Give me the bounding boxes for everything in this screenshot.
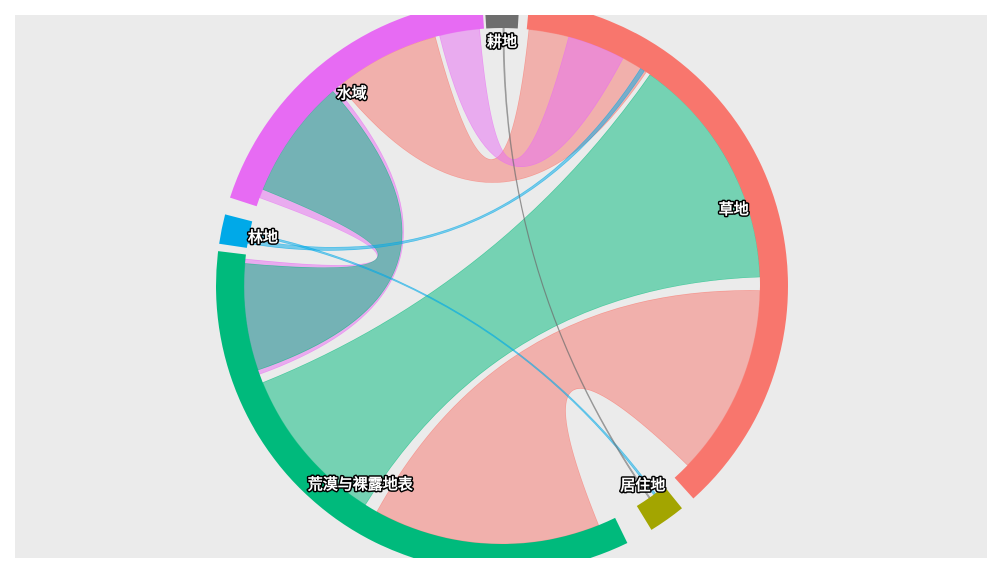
arc-group-2 — [636, 486, 682, 530]
label-group-1: 草地 — [719, 200, 749, 218]
label-group-5: 水域 — [337, 84, 367, 102]
label-group-3: 荒漠与裸露地表 — [308, 475, 414, 493]
label-group-2: 居住地 — [620, 476, 665, 494]
label-group-0: 耕地 — [487, 33, 517, 51]
arc-group-1 — [526, 15, 788, 499]
arc-group-5 — [229, 15, 485, 207]
arc-group-0 — [485, 15, 519, 29]
arc-group-4 — [219, 214, 253, 248]
label-group-4: 林地 — [248, 228, 278, 246]
arc-group-3 — [216, 251, 628, 558]
chart-area: 耕地草地居住地 荒漠与裸露地表 林地 水域 — [15, 15, 987, 558]
chord-5 — [243, 90, 403, 371]
chord-6 — [247, 67, 645, 251]
chord-7 — [248, 232, 656, 496]
chord-0 — [262, 74, 761, 506]
